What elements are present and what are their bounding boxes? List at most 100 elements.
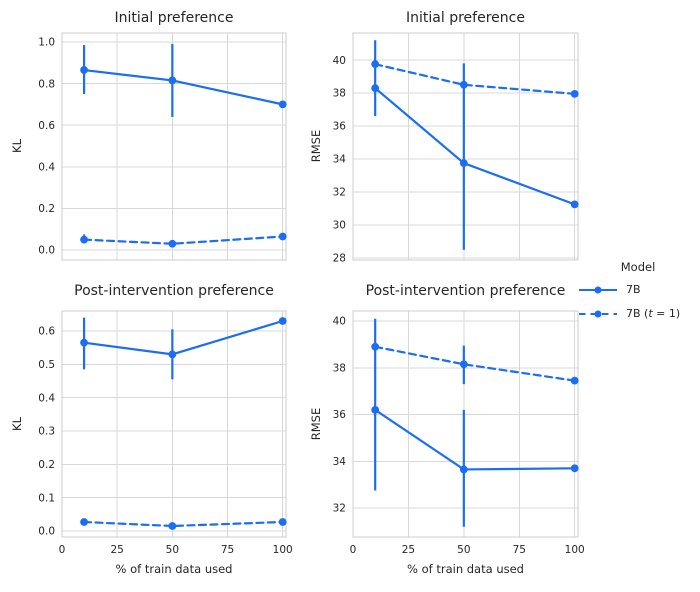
data-point-marker	[371, 60, 380, 69]
data-point-marker	[278, 518, 287, 526]
series-line	[374, 87, 576, 206]
x-tick-label: 0	[350, 544, 357, 556]
y-tick-label: 0.2	[38, 203, 55, 215]
data-point-marker	[168, 76, 177, 85]
y-tick-label: 0.4	[38, 392, 55, 404]
y-tick-label: 36	[333, 409, 347, 421]
data-point-marker	[168, 350, 177, 359]
data-point-marker	[371, 405, 380, 414]
series-solid	[371, 318, 579, 527]
y-tick-label: 0.3	[38, 426, 55, 438]
subplot-initial-kl: 0.0 0.2 0.4 0.6 0.8 1.0	[38, 32, 287, 261]
y-tick-label: 1.0	[38, 37, 55, 49]
series-line	[374, 345, 576, 382]
y-axis-label-kl-top: KL	[10, 139, 24, 153]
series-line	[374, 63, 576, 95]
y-tick-label: 0.6	[38, 120, 55, 132]
x-tick-label: 0	[59, 544, 66, 556]
y-tick-label: 0.0	[38, 245, 55, 257]
x-axis-label-right: % of train data used	[407, 562, 524, 576]
y-tick-label: 0.0	[38, 526, 55, 538]
series-dashed	[371, 60, 579, 98]
x-tick-label: 50	[457, 544, 470, 556]
y-tick-label: 40	[333, 55, 346, 67]
series-line	[82, 235, 284, 245]
series-line	[82, 520, 284, 528]
y-tick-label: 38	[333, 88, 346, 100]
series-dashed	[80, 518, 287, 530]
subplot-initial-rmse: 28 30 32 34 36 38 40	[333, 32, 579, 265]
subplot-title-post-kl: Post-intervention preference	[74, 283, 274, 299]
axes-spine	[61, 32, 287, 261]
x-tick-label: 75	[513, 544, 526, 556]
y-axis-label-rmse-bottom: RMSE	[309, 407, 323, 441]
legend-entry-7b-t1: 7B (t = 1)	[578, 305, 698, 322]
series-solid	[80, 44, 287, 117]
x-tick-label: 100	[565, 544, 585, 556]
x-tick-label: 50	[166, 544, 179, 556]
y-tick-label: 0.6	[38, 326, 55, 338]
data-point-marker	[371, 342, 380, 351]
data-point-marker	[80, 235, 88, 244]
y-tick-label: 0.1	[38, 492, 55, 504]
y-tick-label: 0.2	[38, 459, 55, 471]
data-point-marker	[278, 100, 287, 109]
data-point-marker	[80, 338, 88, 347]
series-solid	[371, 40, 579, 250]
data-point-marker	[278, 317, 287, 325]
legend-swatch-solid-icon	[579, 286, 617, 293]
series-dashed	[371, 342, 579, 385]
data-point-marker	[80, 518, 88, 526]
data-point-marker	[570, 464, 579, 473]
subplot-title-initial-rmse: Initial preference	[406, 10, 525, 26]
y-axis-label-kl-bottom: KL	[10, 417, 24, 431]
y-tick-label: 0.5	[38, 359, 55, 371]
y-tick-label: 30	[333, 220, 346, 232]
data-point-marker	[459, 80, 468, 89]
y-tick-label: 0.4	[38, 161, 55, 173]
legend-entry-7b: 7B	[578, 281, 698, 298]
data-point-marker	[570, 200, 579, 209]
y-tick-label: 32	[333, 187, 346, 199]
axes-spine	[352, 32, 579, 261]
data-point-marker	[459, 360, 468, 369]
subplot-post-rmse: 32 34 36 38 40 0 25 50 75 100	[333, 310, 585, 556]
axes-spine	[61, 310, 287, 538]
x-tick-label: 75	[221, 544, 234, 556]
subplot-title-initial-kl: Initial preference	[114, 10, 234, 26]
x-tick-label: 25	[110, 544, 123, 556]
x-tick-label: 25	[402, 544, 415, 556]
data-point-marker	[278, 232, 287, 241]
y-tick-label: 32	[333, 503, 346, 515]
legend-title: Model	[620, 260, 656, 274]
x-tick-label: 100	[273, 544, 293, 556]
data-point-marker	[459, 159, 468, 168]
series-dashed	[80, 232, 287, 248]
x-axis-label-left: % of train data used	[115, 562, 233, 576]
legend-swatch-dashed-icon	[579, 310, 617, 317]
subplot-title-post-rmse: Post-intervention preference	[365, 283, 566, 299]
data-point-marker	[168, 239, 177, 248]
y-tick-label: 36	[333, 121, 347, 133]
series-line	[82, 68, 284, 106]
data-point-marker	[371, 84, 380, 93]
data-point-marker	[168, 522, 177, 530]
legend-label-7b-t1: 7B (t = 1)	[626, 307, 681, 320]
data-point-marker	[570, 89, 579, 98]
data-point-marker	[570, 376, 579, 385]
axes-spine	[352, 310, 579, 538]
series-solid	[80, 317, 287, 380]
y-tick-label: 34	[333, 154, 347, 166]
y-tick-label: 0.8	[38, 78, 55, 90]
data-point-marker	[80, 66, 88, 74]
y-tick-label: 28	[333, 253, 346, 265]
y-tick-label: 34	[333, 456, 347, 468]
series-line	[374, 408, 576, 471]
data-point-marker	[459, 465, 468, 474]
y-tick-label: 38	[333, 362, 346, 374]
legend: Model 7B 7B (t = 1)	[578, 260, 698, 322]
subplot-post-kl: 0.0 0.1 0.2 0.3 0.4 0.5 0.6 0 25 50 75 100	[38, 310, 293, 556]
legend-label-7b: 7B	[626, 283, 641, 296]
